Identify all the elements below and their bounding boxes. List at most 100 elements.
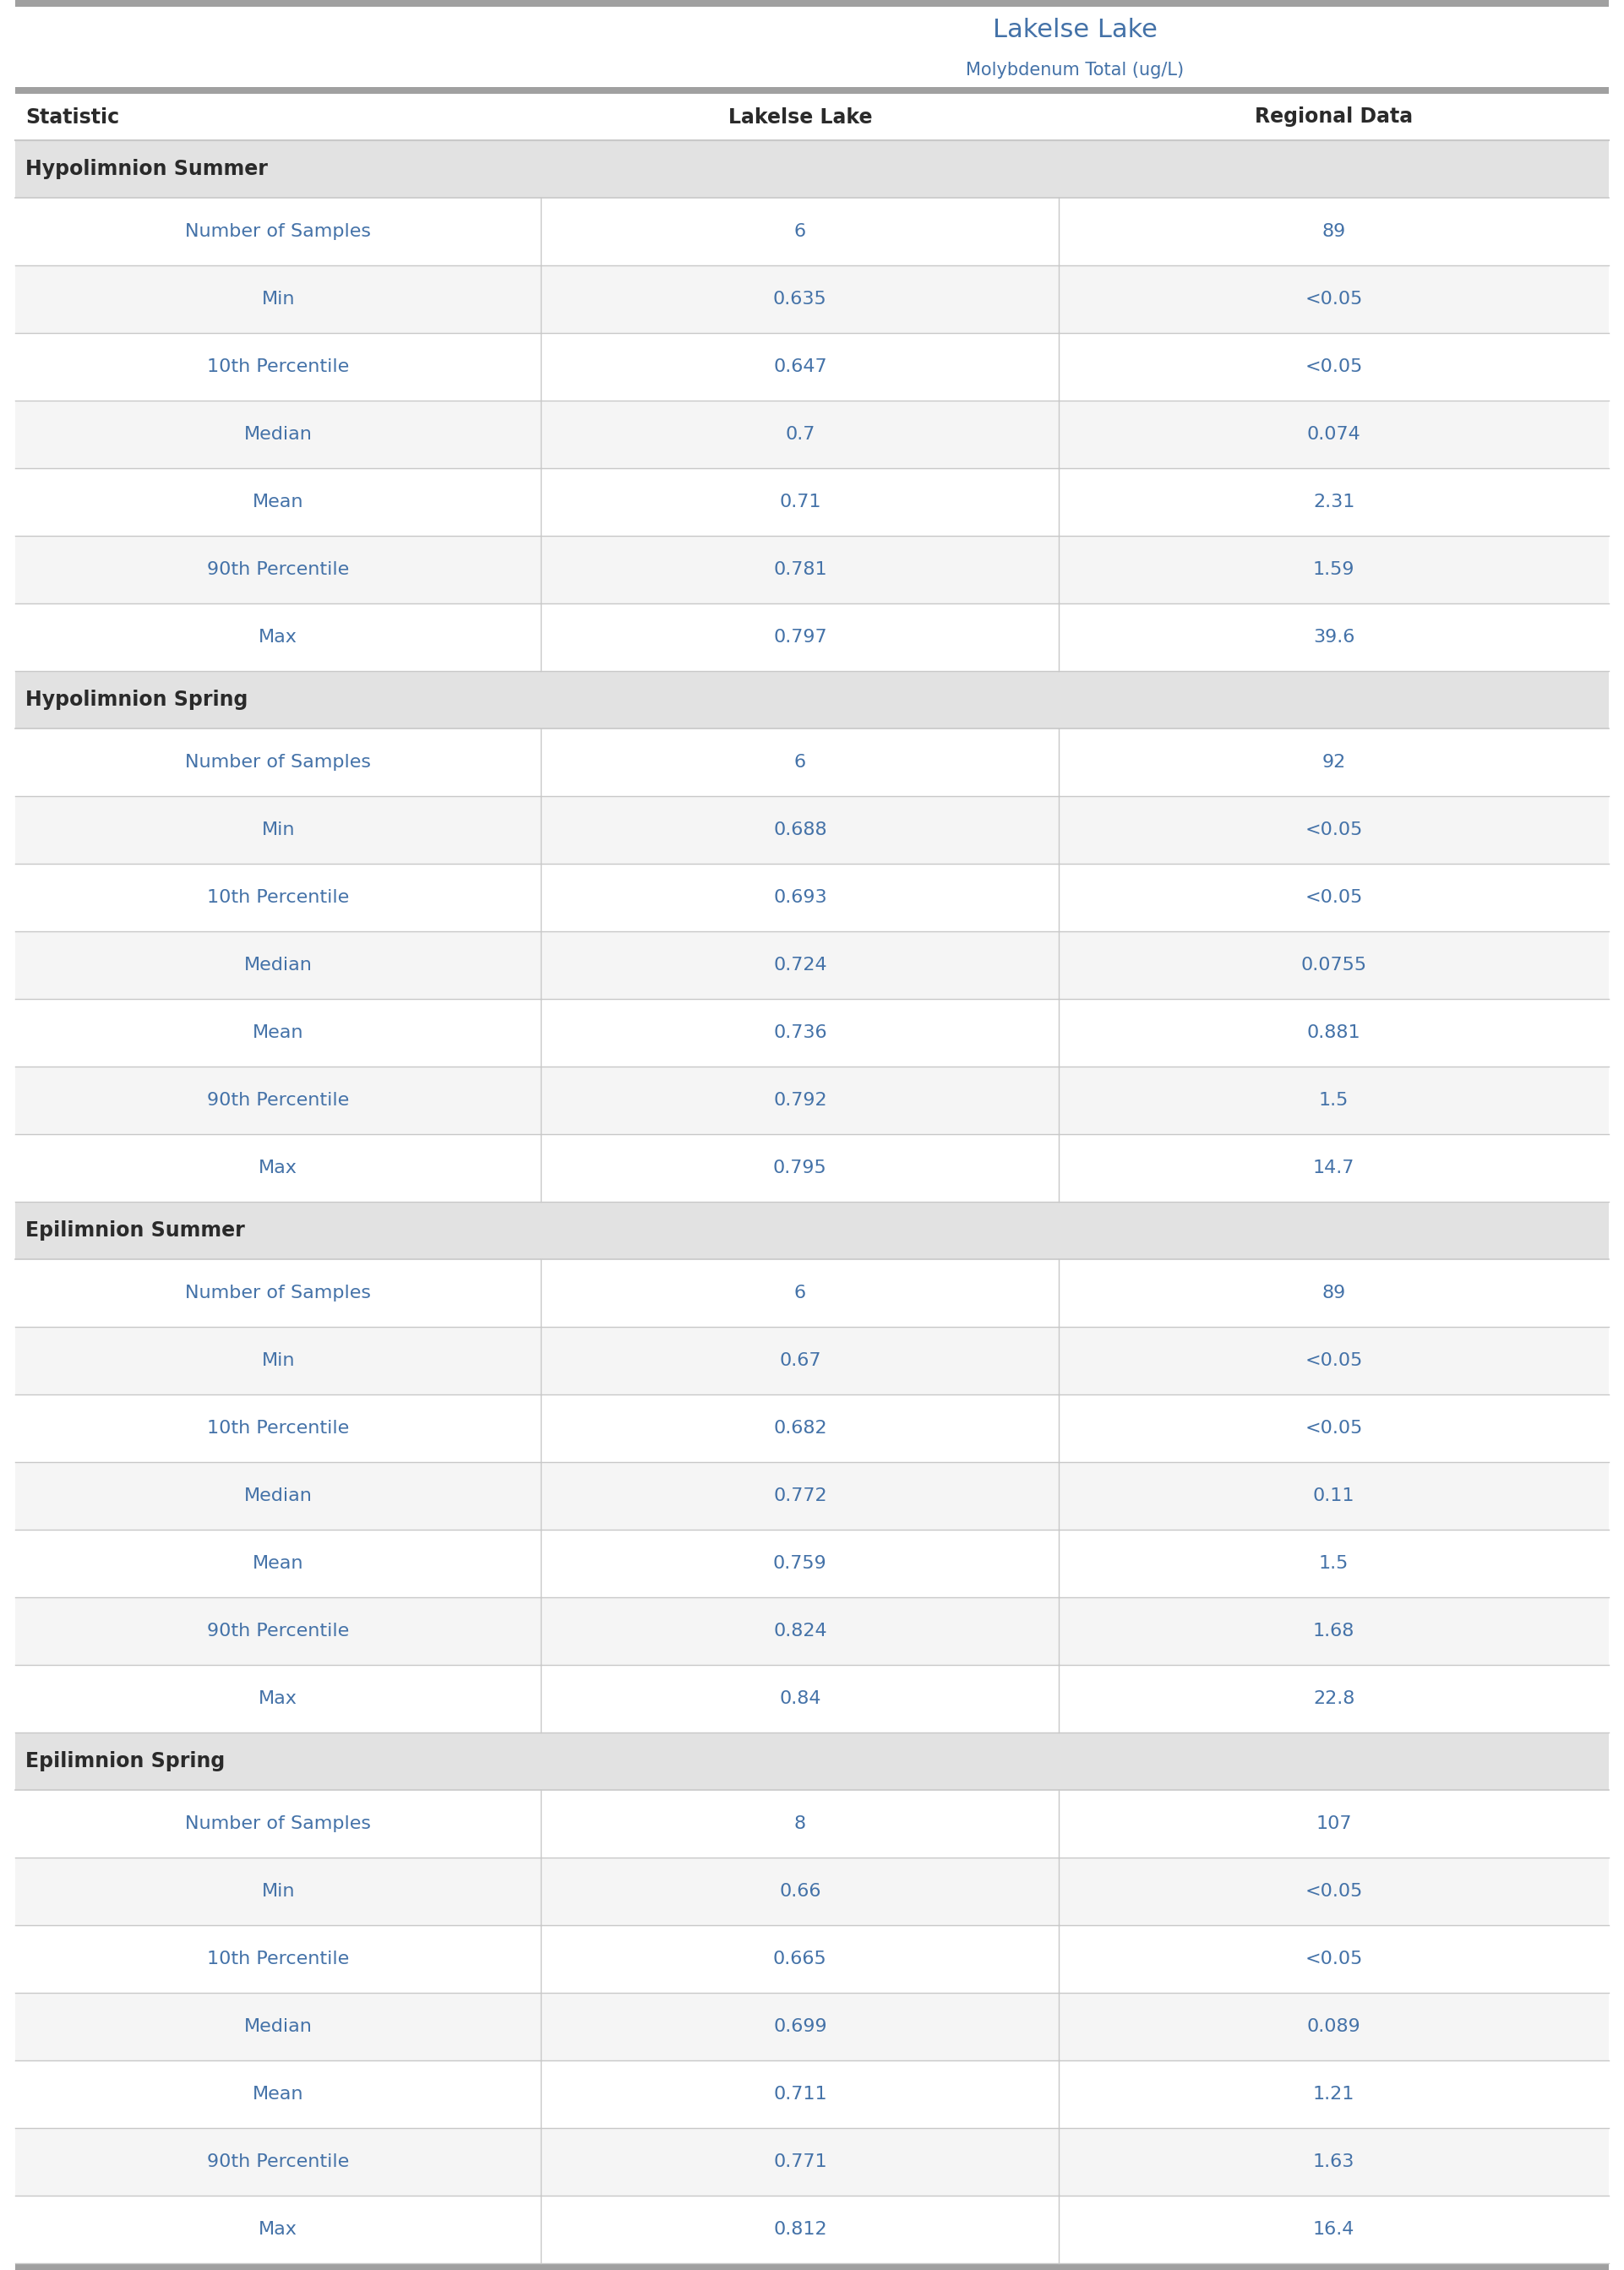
Text: 0.693: 0.693 bbox=[773, 890, 827, 906]
Text: 6: 6 bbox=[794, 1285, 806, 1301]
Text: 1.59: 1.59 bbox=[1312, 561, 1354, 579]
Bar bbox=[15, 931, 1609, 999]
Bar bbox=[15, 1993, 1609, 2061]
Text: <0.05: <0.05 bbox=[1306, 1353, 1363, 1369]
Text: 0.772: 0.772 bbox=[773, 1487, 827, 1505]
Text: 10th Percentile: 10th Percentile bbox=[208, 1950, 349, 1968]
Text: 16.4: 16.4 bbox=[1314, 2220, 1354, 2238]
Bar bbox=[15, 1598, 1609, 1664]
Text: Number of Samples: Number of Samples bbox=[185, 222, 372, 241]
Text: 14.7: 14.7 bbox=[1314, 1160, 1354, 1176]
Text: Molybdenum Total (ug/L): Molybdenum Total (ug/L) bbox=[966, 61, 1184, 79]
Text: Min: Min bbox=[261, 1882, 296, 1900]
Text: 0.736: 0.736 bbox=[773, 1024, 827, 1042]
Text: Regional Data: Regional Data bbox=[1255, 107, 1413, 127]
Text: 0.771: 0.771 bbox=[773, 2154, 827, 2170]
Text: Median: Median bbox=[244, 1487, 312, 1505]
Bar bbox=[15, 197, 1609, 266]
Text: 0.759: 0.759 bbox=[773, 1555, 827, 1571]
Text: 8: 8 bbox=[794, 1816, 806, 1832]
Text: Lakelse Lake: Lakelse Lake bbox=[728, 107, 872, 127]
Text: 0.795: 0.795 bbox=[773, 1160, 827, 1176]
Bar bbox=[15, 334, 1609, 400]
Bar bbox=[15, 797, 1609, 863]
Text: Mean: Mean bbox=[253, 1555, 304, 1571]
Bar bbox=[15, 1664, 1609, 1732]
Bar bbox=[15, 1462, 1609, 1530]
Text: 1.5: 1.5 bbox=[1319, 1555, 1350, 1571]
Text: Min: Min bbox=[261, 291, 296, 309]
Bar bbox=[15, 1328, 1609, 1394]
Bar bbox=[15, 729, 1609, 797]
Text: Hypolimnion Spring: Hypolimnion Spring bbox=[26, 690, 248, 711]
Bar bbox=[15, 604, 1609, 672]
Bar bbox=[15, 0, 1609, 7]
Text: 0.665: 0.665 bbox=[773, 1950, 827, 1968]
Text: 22.8: 22.8 bbox=[1314, 1691, 1354, 1707]
Bar bbox=[15, 1201, 1609, 1260]
Text: Hypolimnion Summer: Hypolimnion Summer bbox=[26, 159, 268, 179]
Text: 6: 6 bbox=[794, 222, 806, 241]
Text: Max: Max bbox=[258, 629, 297, 645]
Text: 1.5: 1.5 bbox=[1319, 1092, 1350, 1108]
Text: 0.66: 0.66 bbox=[780, 1882, 822, 1900]
Bar bbox=[15, 93, 1609, 141]
Text: Lakelse Lake: Lakelse Lake bbox=[992, 18, 1158, 43]
Text: 10th Percentile: 10th Percentile bbox=[208, 890, 349, 906]
Text: 90th Percentile: 90th Percentile bbox=[208, 2154, 349, 2170]
Text: 0.781: 0.781 bbox=[773, 561, 827, 579]
Text: <0.05: <0.05 bbox=[1306, 1419, 1363, 1437]
Text: 0.699: 0.699 bbox=[773, 2018, 827, 2036]
Text: 0.67: 0.67 bbox=[780, 1353, 822, 1369]
Bar bbox=[15, 672, 1609, 729]
Bar bbox=[15, 86, 1609, 93]
Bar bbox=[15, 400, 1609, 468]
Bar bbox=[15, 1067, 1609, 1135]
Text: 0.711: 0.711 bbox=[773, 2086, 827, 2102]
Text: <0.05: <0.05 bbox=[1306, 1882, 1363, 1900]
Text: Mean: Mean bbox=[253, 1024, 304, 1042]
Text: Epilimnion Summer: Epilimnion Summer bbox=[26, 1221, 245, 1242]
Text: <0.05: <0.05 bbox=[1306, 291, 1363, 309]
Bar bbox=[15, 2061, 1609, 2127]
Bar bbox=[15, 2263, 1609, 2270]
Bar bbox=[15, 141, 1609, 197]
Text: 2.31: 2.31 bbox=[1314, 493, 1354, 511]
Bar bbox=[15, 2127, 1609, 2195]
Bar bbox=[15, 536, 1609, 604]
Text: Min: Min bbox=[261, 1353, 296, 1369]
Text: 1.68: 1.68 bbox=[1314, 1623, 1354, 1639]
Text: 0.647: 0.647 bbox=[773, 359, 827, 375]
Text: 0.635: 0.635 bbox=[773, 291, 827, 309]
Text: <0.05: <0.05 bbox=[1306, 1950, 1363, 1968]
Text: 0.71: 0.71 bbox=[780, 493, 822, 511]
Text: 0.812: 0.812 bbox=[773, 2220, 827, 2238]
Text: <0.05: <0.05 bbox=[1306, 822, 1363, 838]
Text: 0.7: 0.7 bbox=[784, 427, 815, 443]
Text: Min: Min bbox=[261, 822, 296, 838]
Bar bbox=[15, 863, 1609, 931]
Text: 107: 107 bbox=[1315, 1816, 1351, 1832]
Text: 90th Percentile: 90th Percentile bbox=[208, 1623, 349, 1639]
Text: 10th Percentile: 10th Percentile bbox=[208, 1419, 349, 1437]
Text: Statistic: Statistic bbox=[26, 107, 119, 127]
Text: <0.05: <0.05 bbox=[1306, 359, 1363, 375]
Bar bbox=[15, 1260, 1609, 1328]
Text: 1.21: 1.21 bbox=[1314, 2086, 1354, 2102]
Bar bbox=[15, 1857, 1609, 1925]
Text: 6: 6 bbox=[794, 754, 806, 772]
Bar bbox=[15, 1791, 1609, 1857]
Text: 0.824: 0.824 bbox=[773, 1623, 827, 1639]
Text: 0.84: 0.84 bbox=[780, 1691, 822, 1707]
Text: 92: 92 bbox=[1322, 754, 1346, 772]
Text: 0.724: 0.724 bbox=[773, 956, 827, 974]
Text: 39.6: 39.6 bbox=[1314, 629, 1354, 645]
Text: 0.0755: 0.0755 bbox=[1301, 956, 1367, 974]
Text: 90th Percentile: 90th Percentile bbox=[208, 1092, 349, 1108]
Text: 0.682: 0.682 bbox=[773, 1419, 827, 1437]
Bar bbox=[15, 1732, 1609, 1791]
Text: Mean: Mean bbox=[253, 2086, 304, 2102]
Bar bbox=[15, 1530, 1609, 1598]
Text: Epilimnion Spring: Epilimnion Spring bbox=[26, 1750, 226, 1771]
Text: Median: Median bbox=[244, 956, 312, 974]
